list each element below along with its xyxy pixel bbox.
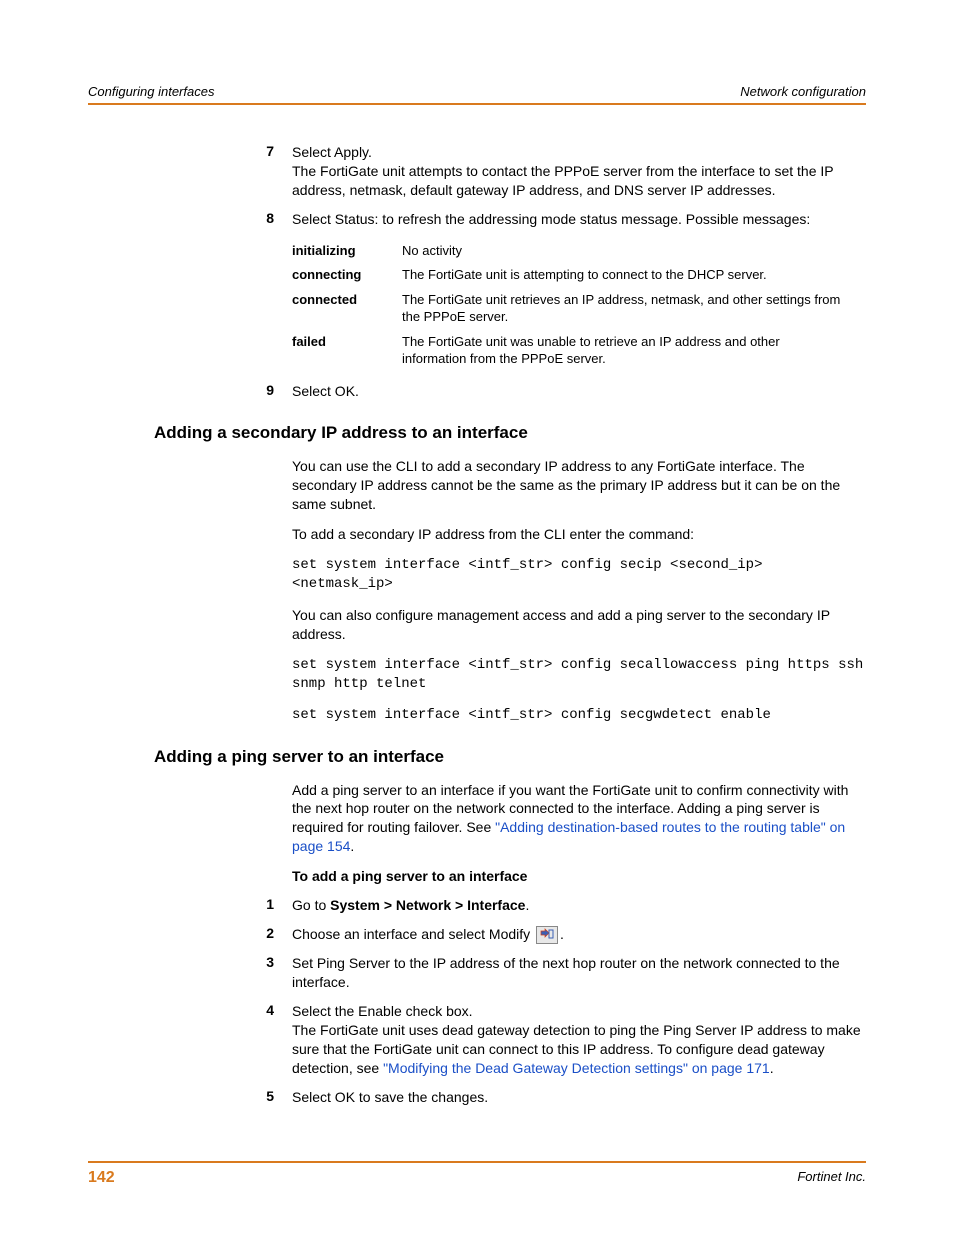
step-number: 3 bbox=[236, 954, 292, 992]
page-header: Configuring interfaces Network configura… bbox=[88, 84, 866, 105]
header-right: Network configuration bbox=[740, 84, 866, 99]
content: 7 Select Apply. The FortiGate unit attem… bbox=[88, 105, 866, 1107]
modify-icon bbox=[536, 926, 558, 944]
status-desc: The FortiGate unit was unable to retriev… bbox=[402, 334, 866, 368]
ping-step-4: 4 Select the Enable check box. The Forti… bbox=[88, 1002, 866, 1078]
status-row: connected The FortiGate unit retrieves a… bbox=[292, 292, 866, 326]
status-desc: The FortiGate unit retrieves an IP addre… bbox=[402, 292, 866, 326]
sub-heading: To add a ping server to an interface bbox=[292, 868, 866, 884]
step-text: The FortiGate unit attempts to contact t… bbox=[292, 163, 833, 198]
status-row: connecting The FortiGate unit is attempt… bbox=[292, 267, 866, 284]
text: . bbox=[525, 897, 529, 913]
step-7: 7 Select Apply. The FortiGate unit attem… bbox=[88, 143, 866, 200]
ping-step-1: 1 Go to System > Network > Interface. bbox=[88, 896, 866, 915]
bold-text: System > Network > Interface bbox=[330, 897, 525, 913]
step-body: Select OK to save the changes. bbox=[292, 1088, 866, 1107]
step-number: 7 bbox=[236, 143, 292, 200]
heading-ping-server: Adding a ping server to an interface bbox=[154, 747, 866, 767]
step-number: 4 bbox=[236, 1002, 292, 1078]
status-row: failed The FortiGate unit was unable to … bbox=[292, 334, 866, 368]
heading-secondary-ip: Adding a secondary IP address to an inte… bbox=[154, 423, 866, 443]
step-body: Select Apply. The FortiGate unit attempt… bbox=[292, 143, 866, 200]
status-label: initializing bbox=[292, 243, 402, 260]
step-body: Select Status: to refresh the addressing… bbox=[292, 210, 866, 229]
header-left: Configuring interfaces bbox=[88, 84, 214, 99]
status-desc: No activity bbox=[402, 243, 866, 260]
text: . bbox=[770, 1060, 774, 1076]
step-body: Go to System > Network > Interface. bbox=[292, 896, 866, 915]
ping-step-2: 2 Choose an interface and select Modify … bbox=[88, 925, 866, 944]
paragraph: You can use the CLI to add a secondary I… bbox=[292, 457, 866, 514]
page-footer: 142 Fortinet Inc. bbox=[88, 1161, 866, 1187]
text: . bbox=[560, 926, 564, 942]
step-number: 1 bbox=[236, 896, 292, 915]
status-label: failed bbox=[292, 334, 402, 368]
step-body: Select OK. bbox=[292, 382, 866, 401]
code-block: set system interface <intf_str> config s… bbox=[292, 656, 866, 694]
text: Go to bbox=[292, 897, 330, 913]
ping-step-3: 3 Set Ping Server to the IP address of t… bbox=[88, 954, 866, 992]
status-label: connected bbox=[292, 292, 402, 326]
step-number: 8 bbox=[236, 210, 292, 229]
step-number: 5 bbox=[236, 1088, 292, 1107]
step-text: Select Apply. bbox=[292, 144, 372, 160]
step-9: 9 Select OK. bbox=[88, 382, 866, 401]
step-body: Choose an interface and select Modify . bbox=[292, 925, 866, 944]
status-row: initializing No activity bbox=[292, 243, 866, 260]
paragraph: To add a secondary IP address from the C… bbox=[292, 525, 866, 544]
ping-step-5: 5 Select OK to save the changes. bbox=[88, 1088, 866, 1107]
text: Select the Enable check box. bbox=[292, 1003, 473, 1019]
step-8: 8 Select Status: to refresh the addressi… bbox=[88, 210, 866, 229]
footer-company: Fortinet Inc. bbox=[797, 1169, 866, 1187]
paragraph: Add a ping server to an interface if you… bbox=[292, 781, 866, 857]
status-table: initializing No activity connecting The … bbox=[292, 243, 866, 368]
page-number: 142 bbox=[88, 1169, 115, 1187]
step-number: 2 bbox=[236, 925, 292, 944]
step-body: Set Ping Server to the IP address of the… bbox=[292, 954, 866, 992]
status-label: connecting bbox=[292, 267, 402, 284]
paragraph: You can also configure management access… bbox=[292, 606, 866, 644]
code-block: set system interface <intf_str> config s… bbox=[292, 556, 866, 594]
text: . bbox=[350, 838, 354, 854]
step-text: Select Status: to refresh the addressing… bbox=[292, 211, 810, 227]
status-desc: The FortiGate unit is attempting to conn… bbox=[402, 267, 866, 284]
step-number: 9 bbox=[236, 382, 292, 401]
crossref-link[interactable]: "Modifying the Dead Gateway Detection se… bbox=[383, 1060, 770, 1076]
step-body: Select the Enable check box. The FortiGa… bbox=[292, 1002, 866, 1078]
text: Choose an interface and select Modify bbox=[292, 926, 534, 942]
page: Configuring interfaces Network configura… bbox=[0, 0, 954, 1235]
code-block: set system interface <intf_str> config s… bbox=[292, 706, 866, 725]
